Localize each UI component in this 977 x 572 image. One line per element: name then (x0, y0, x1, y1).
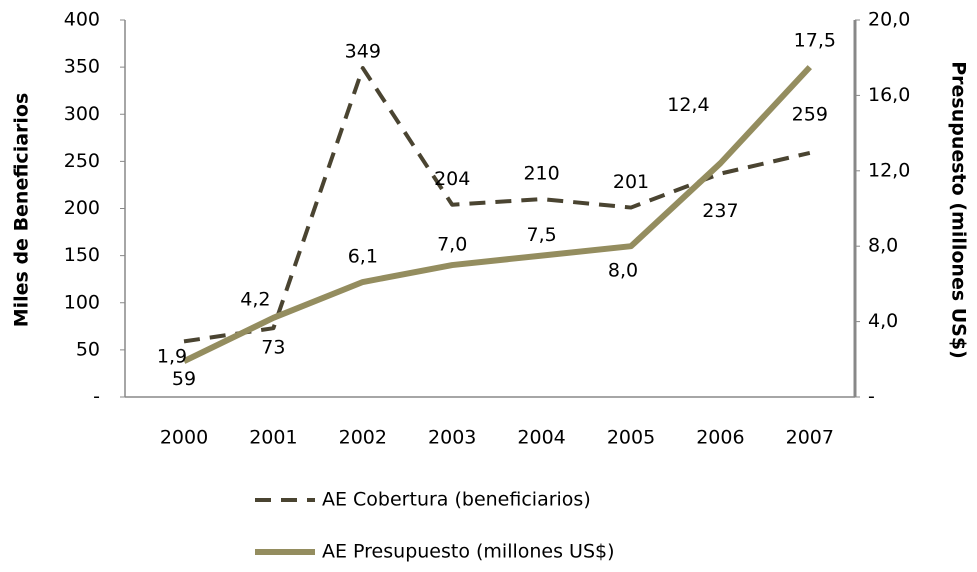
x-tick-label: 2000 (160, 427, 208, 449)
data-label: 59 (172, 368, 196, 390)
y2-tick-label: 4,0 (868, 310, 898, 332)
x-tick-label: 2004 (517, 427, 565, 449)
legend-label: AE Cobertura (beneficiarios) (322, 489, 591, 511)
y2-tick-label: - (868, 386, 875, 408)
data-label: 237 (702, 200, 738, 222)
x-tick-label: 2007 (786, 427, 834, 449)
y2-tick-label: 20,0 (868, 9, 910, 31)
data-label: 12,4 (667, 94, 709, 116)
data-label: 201 (613, 171, 649, 193)
series-line (182, 65, 812, 364)
data-label: 17,5 (794, 30, 836, 52)
x-tick-label: 2006 (696, 427, 744, 449)
x-tick-label: 2005 (607, 427, 655, 449)
data-label: 7,5 (526, 224, 556, 246)
y2-tick-label: 12,0 (868, 159, 910, 181)
data-label: 204 (434, 168, 470, 190)
data-label: 210 (523, 163, 559, 185)
y-tick-label: 150 (64, 244, 100, 266)
y2-tick-label: 16,0 (868, 84, 910, 106)
legend-label: AE Presupuesto (millones US$) (322, 541, 615, 563)
data-label: 4,2 (240, 288, 270, 310)
x-tick-label: 2001 (249, 427, 297, 449)
data-label: 259 (792, 103, 828, 125)
y2-axis-label: Presupuesto (millones US$) (948, 61, 970, 359)
y-tick-label: 400 (64, 9, 100, 31)
x-tick-label: 2003 (428, 427, 476, 449)
x-tick-label: 2002 (339, 427, 387, 449)
y-tick-label: - (93, 386, 100, 408)
data-label: 73 (261, 337, 285, 359)
y-axis-label: Miles de Beneficiarios (11, 93, 33, 328)
data-label: 7,0 (437, 234, 467, 256)
y-tick-label: 300 (64, 103, 100, 125)
data-label: 1,9 (157, 346, 187, 368)
y-tick-label: 250 (64, 150, 100, 172)
data-label: 6,1 (348, 246, 378, 268)
y-tick-label: 200 (64, 197, 100, 219)
y-tick-label: 50 (76, 338, 100, 360)
y-tick-label: 100 (64, 291, 100, 313)
data-label: 349 (345, 41, 381, 63)
y-tick-label: 350 (64, 56, 100, 78)
y2-tick-label: 8,0 (868, 235, 898, 257)
data-label: 8,0 (608, 260, 638, 282)
